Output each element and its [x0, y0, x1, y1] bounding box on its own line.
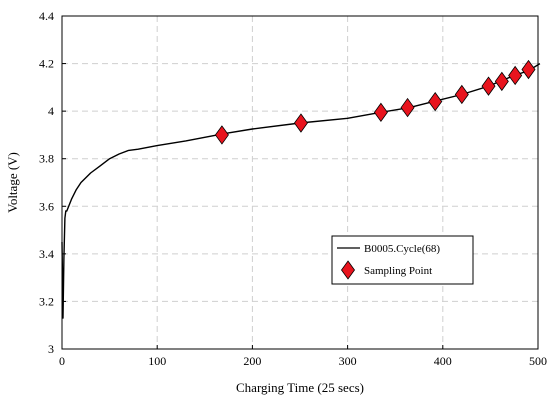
- y-tick-label: 3.6: [39, 199, 54, 213]
- sampling-point: [454, 84, 469, 105]
- sampling-point: [293, 113, 308, 133]
- axis-ticks: 0 100 200 300 400 500 3 3.2 3.4 3.6 3.8 4 4.2 4.4: [39, 9, 547, 368]
- legend-marker-swatch: [341, 260, 355, 280]
- x-tick-label: 400: [434, 354, 452, 368]
- marker-series-layer: [214, 59, 536, 145]
- sampling-point: [428, 91, 443, 112]
- x-axis-title: Charging Time (25 secs): [236, 380, 364, 395]
- y-tick-label: 3.8: [39, 152, 54, 166]
- legend-label-marker-series: Sampling Point: [364, 265, 432, 277]
- sampling-point: [400, 97, 415, 118]
- y-tick-label: 4.2: [39, 57, 54, 71]
- x-tick-label: 200: [243, 354, 261, 368]
- sampling-point: [508, 65, 523, 86]
- sampling-point: [521, 59, 536, 80]
- sampling-point: [494, 71, 509, 92]
- grid: [62, 16, 538, 349]
- x-tick-label: 300: [339, 354, 357, 368]
- legend-label-line-series: B0005.Cycle(68): [364, 243, 440, 255]
- sampling-point: [481, 76, 496, 96]
- plot-frame: [61, 15, 539, 350]
- y-tick-label: 4.4: [39, 9, 54, 23]
- y-tick-label: 4: [48, 104, 54, 118]
- y-tick-label: 3.2: [39, 294, 54, 308]
- x-tick-label: 500: [529, 354, 547, 368]
- legend-box: [331, 235, 474, 285]
- legend: B0005.Cycle(68) Sampling Point: [331, 235, 474, 285]
- y-tick-label: 3.4: [39, 247, 54, 261]
- y-tick-label: 3: [48, 342, 54, 356]
- y-axis-title: Voltage (V): [5, 152, 20, 213]
- sampling-point: [214, 125, 229, 145]
- sampling-point: [373, 102, 388, 123]
- x-tick-label: 0: [59, 354, 65, 368]
- x-tick-label: 100: [148, 354, 166, 368]
